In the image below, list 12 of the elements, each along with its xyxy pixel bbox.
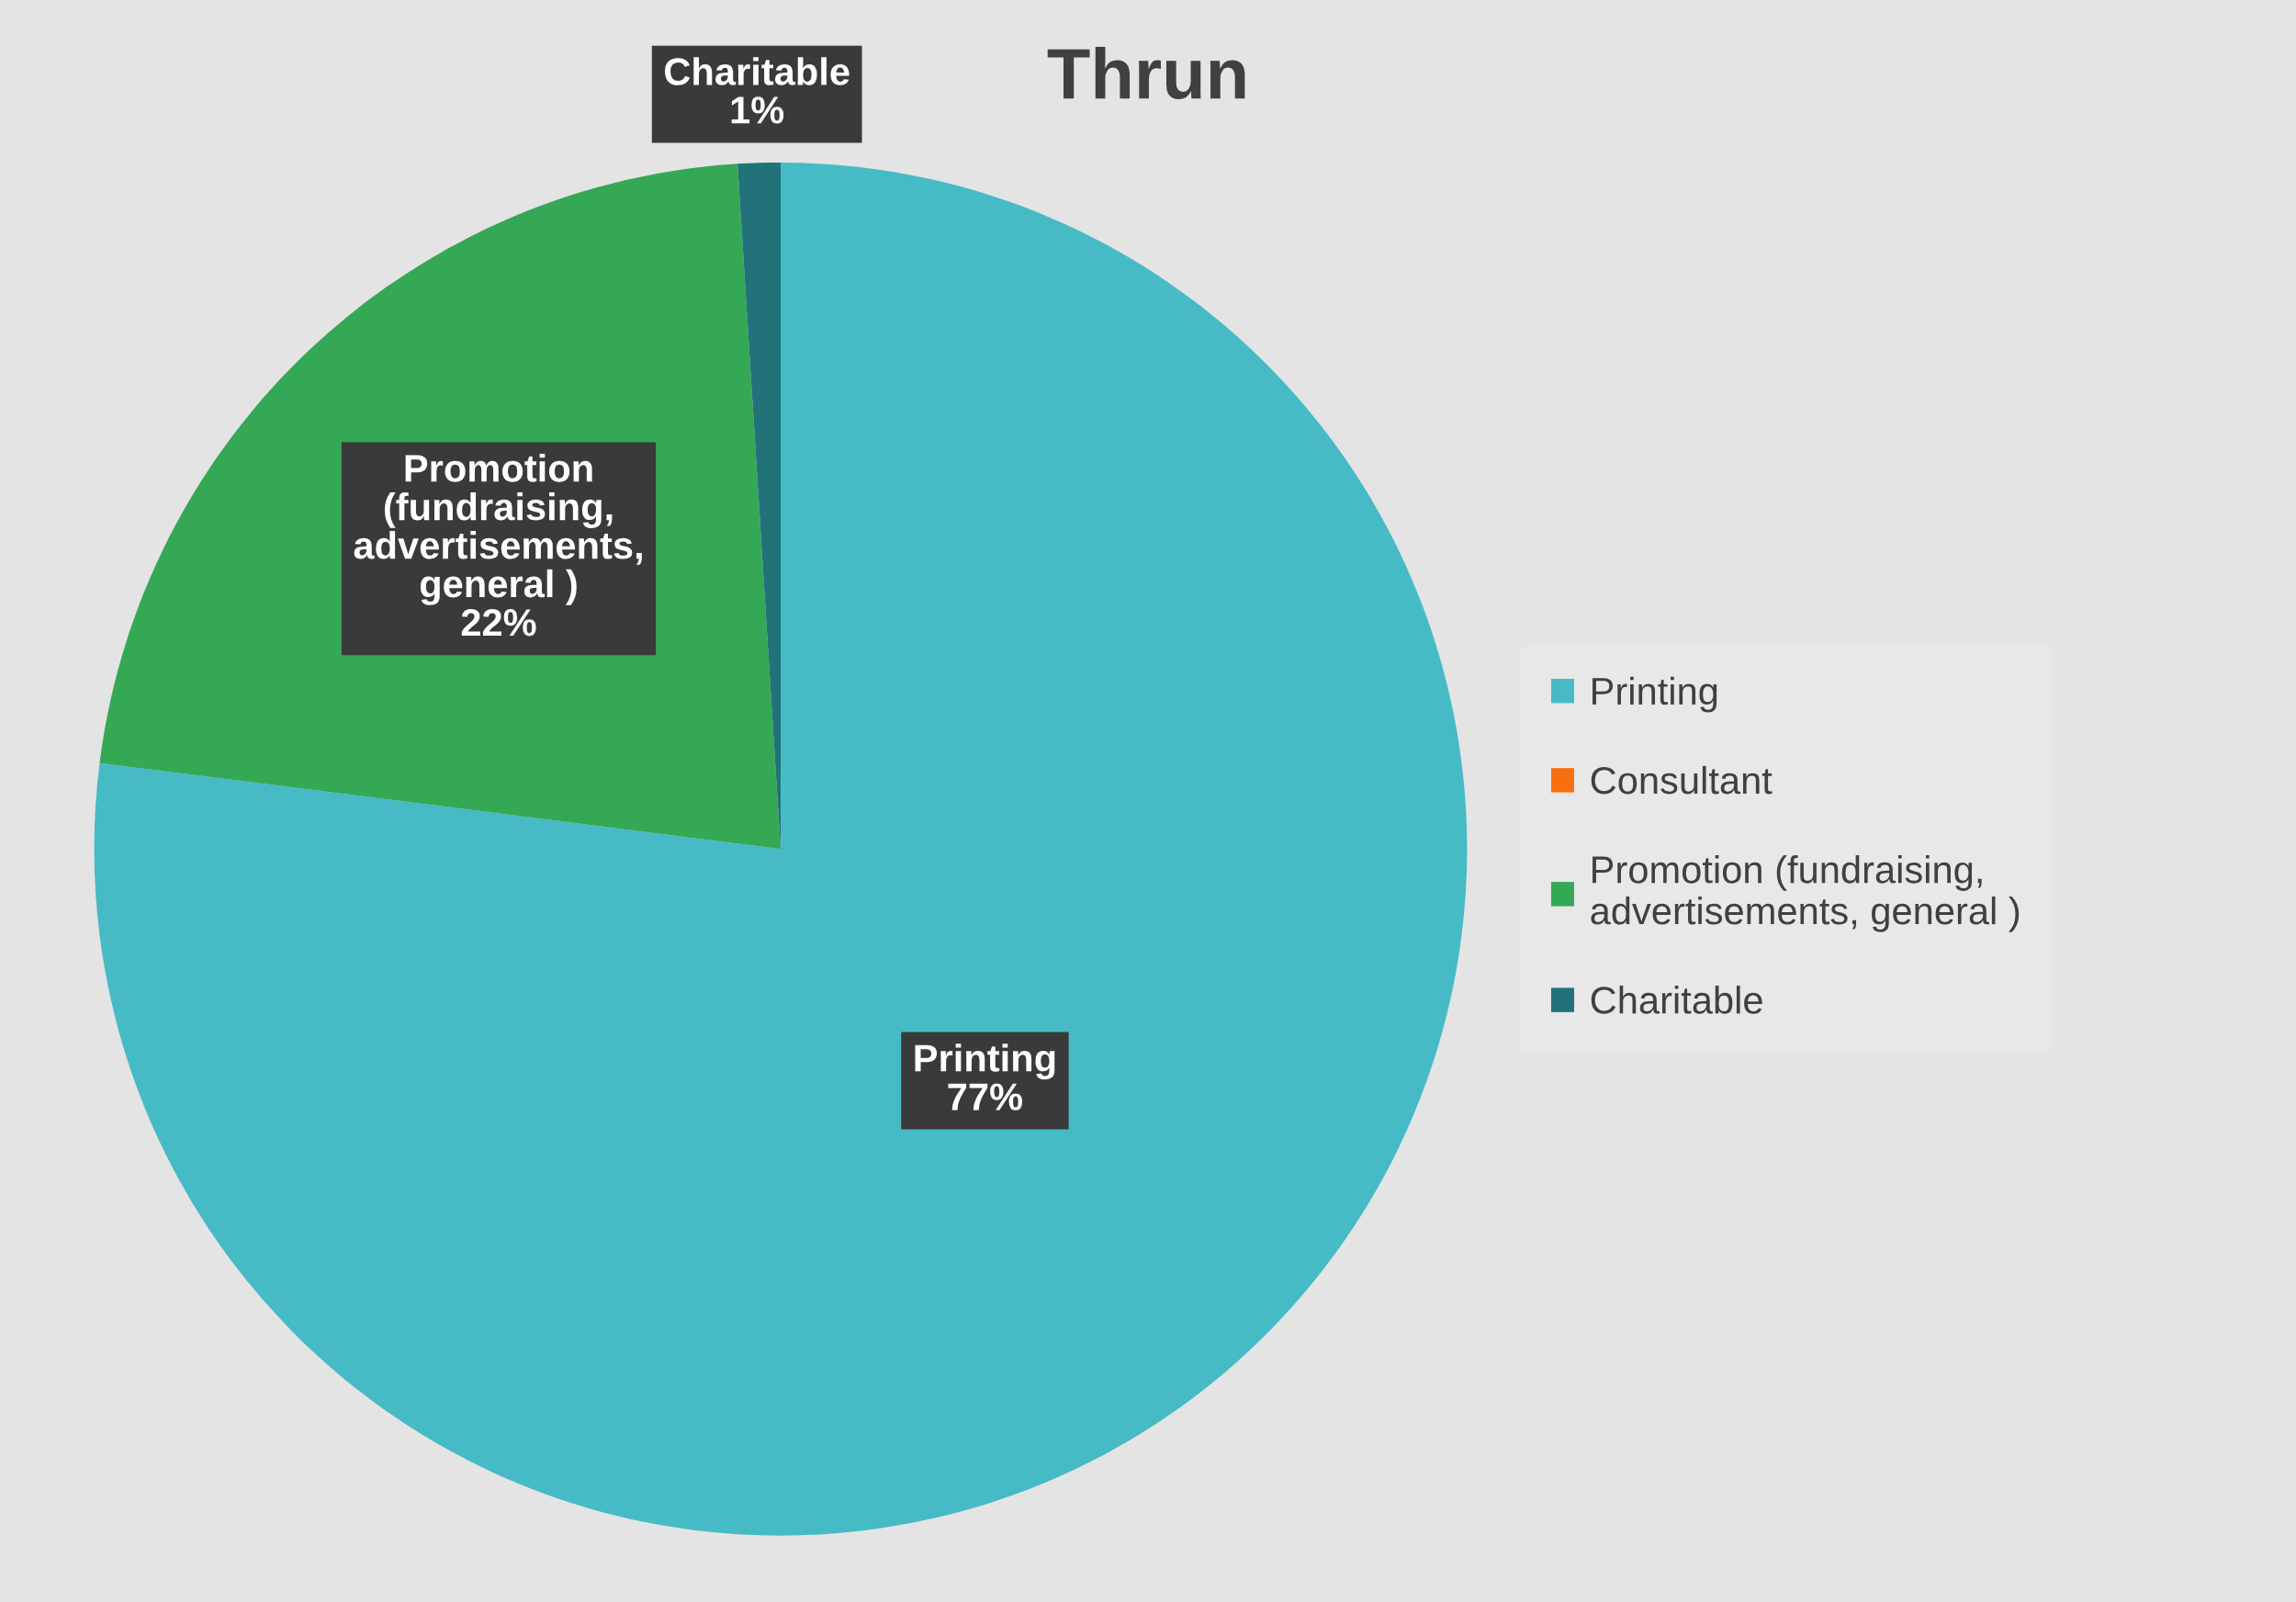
legend-label: Printing	[1593, 676, 1717, 713]
slice-label: Promotion (fundraising, advertisements, general )	[354, 454, 642, 605]
slice-label: Charitable	[665, 57, 850, 85]
chart-title: Thrun	[1047, 46, 1245, 100]
legend-label: Promotion (fundraising, advertisements, general )	[1591, 855, 2020, 932]
slice-label: Printing	[915, 1044, 1055, 1080]
data-label: 1%	[731, 96, 784, 124]
data-label: 22%	[461, 608, 536, 637]
pie-slice	[94, 162, 1468, 1536]
data-label: 77%	[948, 1083, 1023, 1111]
legend-label: Charitable	[1591, 986, 1762, 1014]
legend-label: Consultant	[1591, 765, 1773, 795]
